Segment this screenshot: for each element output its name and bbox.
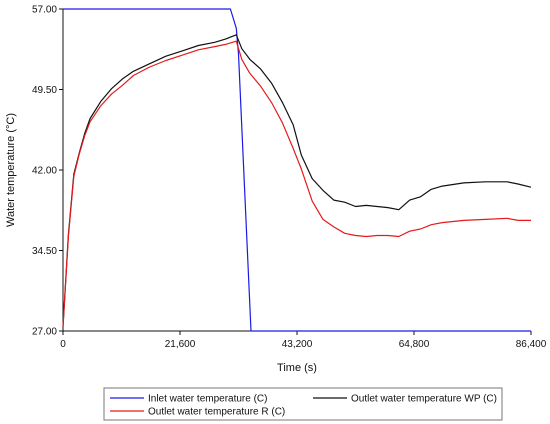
inlet-water-temperature-line xyxy=(63,8,531,332)
legend-label-outlet-wp: Outlet water temperature WP (C) xyxy=(351,394,497,405)
legend: Inlet water temperature (C) Outlet water… xyxy=(103,387,503,421)
y-tick-label: 49.50 xyxy=(32,85,57,96)
legend-label-outlet-r: Outlet water temperature R (C) xyxy=(148,407,285,418)
x-tick-label: 64,800 xyxy=(399,339,430,350)
outlet-water-temperature-wp-line xyxy=(62,34,532,327)
y-tick-label: 57.00 xyxy=(32,5,57,16)
outlet-water-temperature-r-line xyxy=(62,40,531,327)
y-tick-label: 27.00 xyxy=(32,327,57,338)
legend-label-inlet: Inlet water temperature (C) xyxy=(148,394,268,405)
x-tick-label: 0 xyxy=(60,339,66,350)
series-lines xyxy=(62,8,532,332)
legend-box xyxy=(103,387,503,421)
x-tick-label: 43,200 xyxy=(282,339,313,350)
chart-axes xyxy=(62,9,531,332)
y-tick-label: 34.50 xyxy=(32,246,57,257)
y-ticks: 27.00 34.50 42.00 49.50 57.00 xyxy=(32,5,63,338)
x-ticks: 0 21,600 43,200 64,800 86,400 xyxy=(60,331,547,350)
y-axis-title: Water temperature (°C) xyxy=(5,113,17,227)
y-tick-label: 42.00 xyxy=(32,166,57,177)
x-tick-label: 86,400 xyxy=(516,339,547,350)
x-axis-title: Time (s) xyxy=(277,362,317,374)
x-tick-label: 21,600 xyxy=(165,339,196,350)
